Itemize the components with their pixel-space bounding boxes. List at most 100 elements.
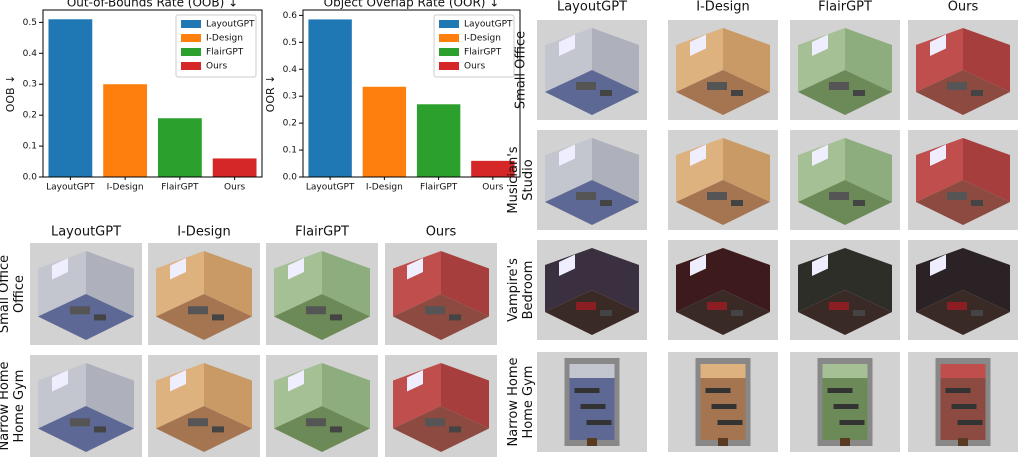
room-wall-top	[822, 364, 868, 378]
furniture	[711, 404, 737, 409]
room-render	[908, 240, 1018, 340]
column-header: Ours	[948, 0, 979, 15]
room-floor	[676, 180, 770, 225]
room-wall	[204, 363, 252, 429]
axes-frame	[302, 9, 521, 178]
furniture	[945, 388, 971, 393]
furniture	[580, 404, 606, 409]
window	[170, 257, 186, 280]
window	[52, 369, 68, 392]
window	[559, 254, 575, 276]
bar	[212, 158, 257, 177]
room-wall	[798, 28, 845, 92]
room-wall	[676, 28, 723, 92]
room-floor	[545, 70, 639, 115]
room-floor	[676, 70, 770, 115]
room-wall	[393, 363, 441, 429]
room-wall	[723, 138, 770, 202]
furniture	[586, 420, 612, 425]
room-wall	[322, 251, 370, 317]
window	[930, 254, 946, 276]
room-render	[668, 20, 778, 120]
legend-label: FlairGPT	[464, 48, 502, 58]
row-label: Studio	[521, 159, 536, 200]
room-render	[148, 243, 260, 345]
row-label: Home Gym	[521, 366, 536, 439]
furniture	[94, 426, 106, 433]
y-axis-label: OOR ↓	[264, 75, 277, 113]
window	[170, 369, 186, 392]
room-render	[668, 130, 778, 230]
bar	[416, 104, 461, 177]
bar	[362, 86, 407, 177]
room-floor	[545, 180, 639, 225]
furniture	[833, 404, 859, 409]
row-label: Narrow Home	[0, 362, 12, 451]
room-render	[537, 20, 647, 120]
furniture	[829, 302, 849, 310]
room-wall-top	[569, 364, 615, 378]
bar	[308, 19, 352, 178]
room-render	[790, 240, 900, 340]
room-wall	[723, 248, 770, 312]
window	[812, 254, 828, 276]
furniture	[600, 310, 612, 316]
window	[407, 369, 423, 392]
column-header: I-Design	[696, 0, 749, 15]
x-tick-label: LayoutGPT	[306, 183, 355, 193]
room-wall	[592, 138, 639, 202]
door	[958, 438, 968, 446]
furniture	[707, 82, 727, 90]
room-wall	[963, 138, 1010, 202]
y-tick-label: 0.2	[23, 111, 37, 121]
y-tick-label: 0.4	[283, 65, 298, 75]
room-render	[908, 352, 1018, 452]
window	[288, 369, 304, 392]
furniture	[731, 200, 743, 206]
bar	[157, 118, 202, 177]
legend-label: LayoutGPT	[206, 20, 255, 30]
room-render	[668, 352, 778, 452]
column-header: Ours	[426, 225, 457, 240]
room-render	[537, 130, 647, 230]
furniture	[70, 418, 90, 427]
legend-label: Ours	[206, 62, 227, 72]
room-wall	[916, 28, 963, 92]
room-wall	[845, 138, 892, 202]
furniture	[600, 200, 612, 206]
legend-label: FlairGPT	[206, 48, 244, 58]
room-floor	[38, 406, 134, 452]
room-render	[537, 240, 647, 340]
x-tick-label: I-Design	[107, 183, 144, 193]
room-render	[385, 243, 497, 345]
room-floor	[38, 294, 134, 340]
column-header: LayoutGPT	[51, 225, 121, 240]
furniture	[707, 302, 727, 310]
room-wall	[592, 248, 639, 312]
room-wall	[156, 251, 204, 317]
y-tick-label: 0.0	[283, 173, 298, 183]
x-tick-label: Ours	[482, 183, 503, 193]
furniture	[707, 192, 727, 200]
room-wall	[916, 248, 963, 312]
room-render	[908, 20, 1018, 120]
room-wall	[393, 251, 441, 317]
room-floor	[393, 406, 489, 452]
bar	[471, 160, 515, 177]
furniture	[705, 388, 731, 393]
room-wall-top	[940, 364, 986, 378]
room-render	[790, 20, 900, 120]
furniture	[574, 388, 600, 393]
window	[930, 34, 946, 57]
furniture	[951, 404, 977, 409]
furniture	[330, 426, 342, 433]
room-render	[908, 130, 1018, 230]
furniture	[827, 388, 853, 393]
y-tick-label: 0.5	[283, 38, 297, 48]
room-wall	[592, 28, 639, 92]
x-tick-label: Ours	[224, 183, 245, 193]
room-wall	[274, 363, 322, 429]
room-wall	[798, 248, 845, 312]
room-render	[148, 355, 260, 457]
